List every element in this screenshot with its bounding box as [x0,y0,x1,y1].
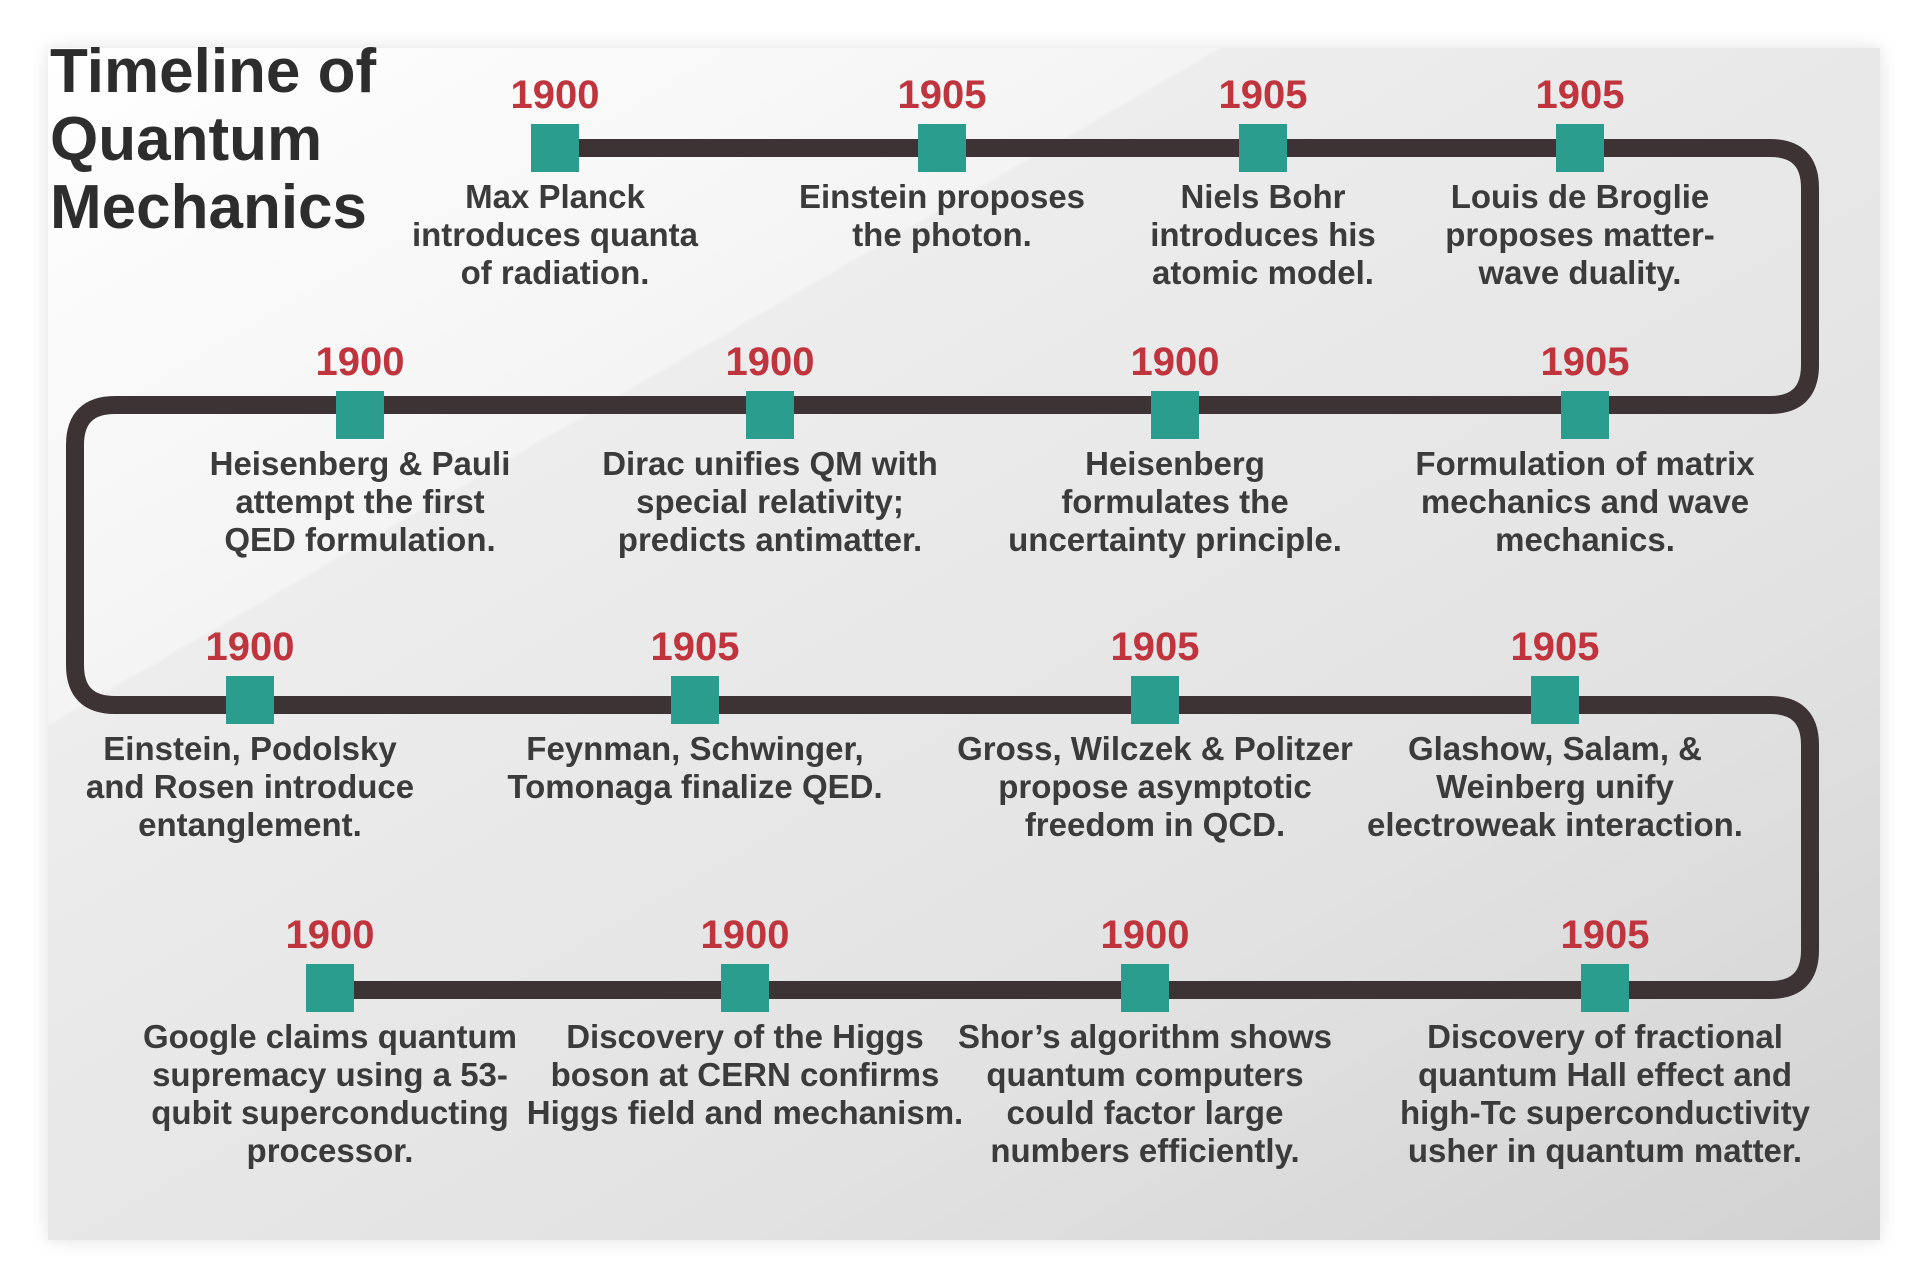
event-marker [306,964,354,1012]
timeline-path [66,139,1819,999]
event-year: 1900 [205,625,295,669]
event-year: 1905 [1110,625,1200,669]
event-description: Discovery of the Higgs boson at CERN con… [526,1018,964,1131]
event-marker [1556,124,1604,172]
event-description: Heisenberg formulates the uncertainty pr… [1008,445,1342,558]
event-year: 1905 [1218,73,1308,117]
timeline-panel [48,48,1880,1240]
event-marker [1581,964,1629,1012]
event-marker [721,964,769,1012]
event-year: 1905 [1560,913,1650,957]
event-year: 1900 [700,913,790,957]
event-description: Shor’s algorithm shows quantum computers… [957,1018,1333,1169]
event-marker [1151,391,1199,439]
event-description: Formulation of matrix mechanics and wave… [1415,445,1755,558]
event-year: 1900 [285,913,375,957]
event-year: 1900 [1130,340,1220,384]
event-year: 1900 [1100,913,1190,957]
event-description: Dirac unifies QM with special relativity… [602,445,938,558]
event-marker [1239,124,1287,172]
event-year: 1900 [315,340,405,384]
event-year: 1905 [897,73,987,117]
event-marker [1131,676,1179,724]
event-description: Einstein, Podolsky and Rosen introduce e… [85,730,415,843]
event-description: Discovery of fractional quantum Hall eff… [1399,1018,1811,1169]
event-description: Gross, Wilczek & Politzer propose asympt… [957,730,1353,843]
event-year: 1905 [1510,625,1600,669]
event-description: Google claims quantum supremacy using a … [142,1018,518,1169]
event-description: Einstein proposes the photon. [798,178,1086,253]
event-description: Feynman, Schwinger, Tomonaga finalize QE… [507,730,883,805]
event-marker [671,676,719,724]
event-year: 1900 [510,73,600,117]
event-marker [1561,391,1609,439]
event-year: 1905 [650,625,740,669]
event-description: Louis de Broglie proposes matter- wave d… [1445,178,1715,291]
event-marker [746,391,794,439]
event-marker [336,391,384,439]
event-description: Max Planck introduces quanta of radiatio… [411,178,699,291]
event-marker [226,676,274,724]
page-title: Timeline of Quantum Mechanics [50,37,377,242]
event-marker [1121,964,1169,1012]
event-marker [918,124,966,172]
event-description: Glashow, Salam, & Weinberg unify electro… [1367,730,1743,843]
event-year: 1905 [1540,340,1630,384]
event-marker [1531,676,1579,724]
event-description: Heisenberg & Pauli attempt the first QED… [209,445,511,558]
event-year: 1905 [1535,73,1625,117]
event-marker [531,124,579,172]
event-description: Niels Bohr introduces his atomic model. [1150,178,1376,291]
event-year: 1900 [725,340,815,384]
